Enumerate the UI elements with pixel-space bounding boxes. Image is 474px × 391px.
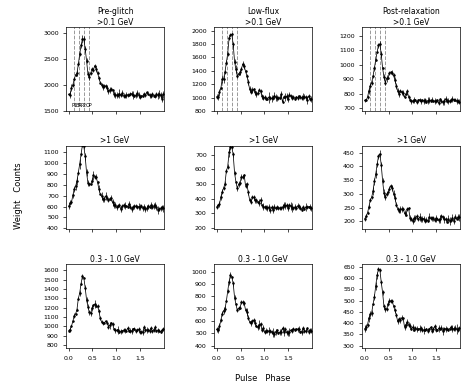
Title: 0.3 - 1.0 GeV: 0.3 - 1.0 GeV (90, 255, 140, 264)
Text: P1: P1 (72, 103, 77, 108)
Text: OP: OP (85, 103, 92, 108)
Text: Weight   Counts: Weight Counts (14, 162, 23, 229)
Title: 0.3 - 1.0 GeV: 0.3 - 1.0 GeV (238, 255, 288, 264)
Title: 0.3 - 1.0 GeV: 0.3 - 1.0 GeV (386, 255, 436, 264)
Title: Pre-glitch
>0.1 GeV: Pre-glitch >0.1 GeV (97, 7, 133, 27)
Title: Low-flux
>0.1 GeV: Low-flux >0.1 GeV (245, 7, 281, 27)
Title: >1 GeV: >1 GeV (248, 136, 278, 145)
Text: P2: P2 (81, 103, 87, 108)
Title: >1 GeV: >1 GeV (397, 136, 426, 145)
Text: BR: BR (76, 103, 82, 108)
Title: Post-relaxation
>0.1 GeV: Post-relaxation >0.1 GeV (382, 7, 440, 27)
Title: >1 GeV: >1 GeV (100, 136, 129, 145)
Text: Pulse   Phase: Pulse Phase (235, 374, 291, 383)
